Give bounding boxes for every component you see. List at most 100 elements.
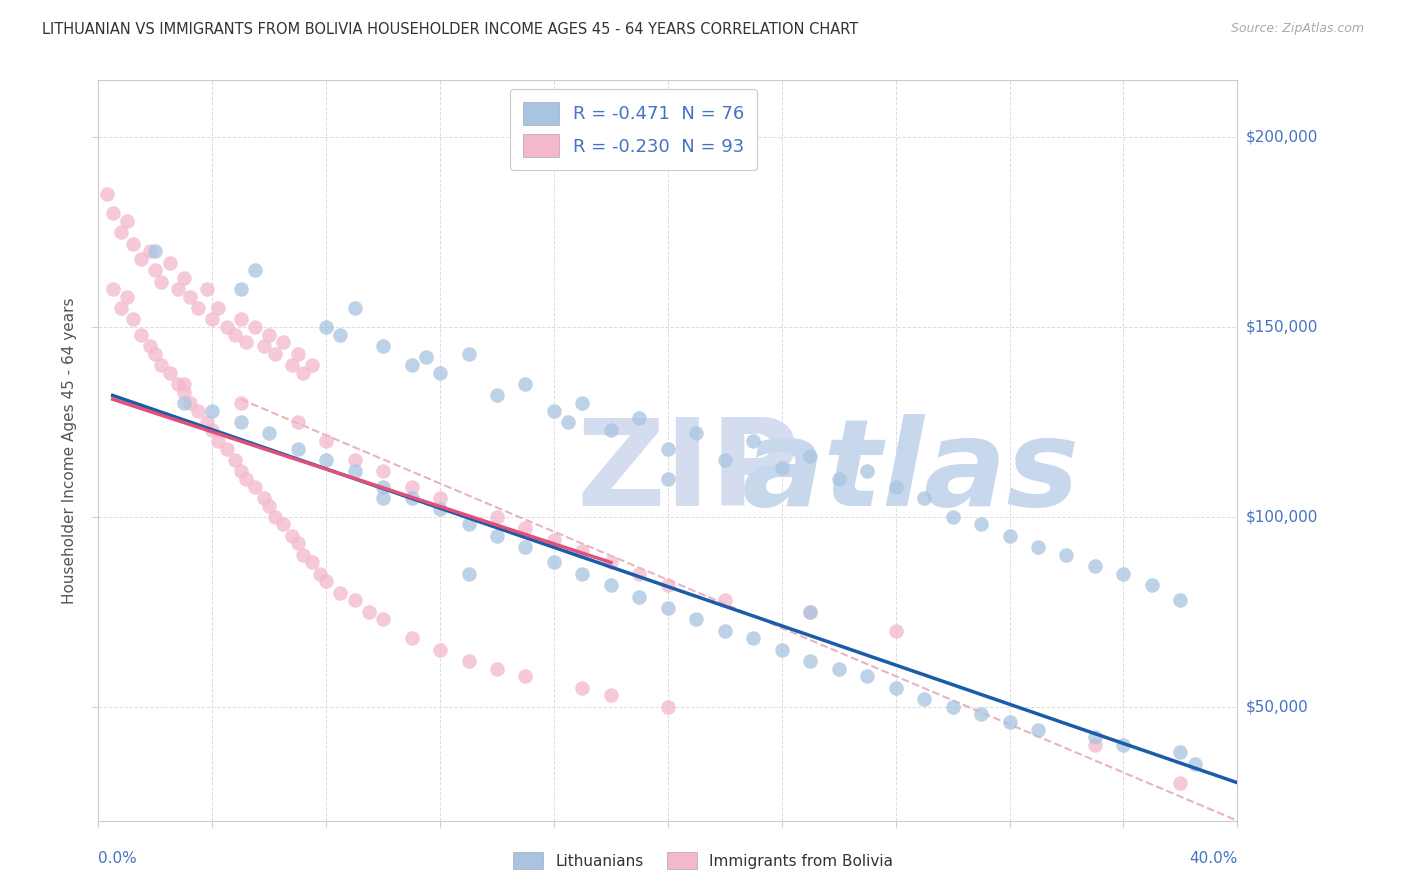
- Point: [770, 460, 793, 475]
- Point: [515, 541, 537, 555]
- Point: [138, 339, 160, 353]
- Point: [998, 529, 1021, 543]
- Point: [1026, 723, 1049, 737]
- Point: [201, 403, 224, 417]
- Point: [343, 464, 366, 478]
- Point: [571, 681, 593, 695]
- Point: [287, 442, 309, 456]
- Point: [145, 244, 167, 259]
- Point: [371, 479, 394, 493]
- Point: [543, 403, 565, 417]
- Point: [942, 509, 965, 524]
- Text: $200,000: $200,000: [1246, 129, 1317, 145]
- Point: [259, 426, 281, 441]
- Point: [1184, 756, 1206, 771]
- Point: [1084, 738, 1107, 752]
- Point: [742, 434, 765, 448]
- Point: [600, 689, 623, 703]
- Point: [371, 491, 394, 505]
- Text: LITHUANIAN VS IMMIGRANTS FROM BOLIVIA HOUSEHOLDER INCOME AGES 45 - 64 YEARS CORR: LITHUANIAN VS IMMIGRANTS FROM BOLIVIA HO…: [42, 22, 859, 37]
- Point: [486, 509, 509, 524]
- Point: [657, 578, 679, 592]
- Point: [1170, 745, 1192, 759]
- Point: [1170, 775, 1192, 789]
- Point: [195, 415, 218, 429]
- Point: [229, 396, 252, 410]
- Point: [207, 301, 229, 315]
- Point: [543, 556, 565, 570]
- Point: [264, 509, 287, 524]
- Point: [243, 263, 266, 277]
- Point: [571, 544, 593, 558]
- Point: [201, 312, 224, 326]
- Point: [429, 491, 451, 505]
- Point: [1084, 730, 1107, 744]
- Point: [167, 282, 190, 296]
- Point: [429, 502, 451, 516]
- Point: [224, 327, 246, 342]
- Point: [235, 335, 257, 350]
- Point: [357, 605, 380, 619]
- Point: [628, 566, 651, 581]
- Point: [742, 632, 765, 646]
- Point: [301, 358, 323, 372]
- Text: 0.0%: 0.0%: [98, 851, 138, 866]
- Point: [243, 320, 266, 334]
- Point: [415, 351, 437, 365]
- Point: [628, 590, 651, 604]
- Point: [912, 692, 935, 706]
- Point: [685, 612, 707, 626]
- Point: [195, 282, 218, 296]
- Legend: Lithuanians, Immigrants from Bolivia: Lithuanians, Immigrants from Bolivia: [506, 846, 900, 875]
- Point: [884, 681, 907, 695]
- Point: [343, 593, 366, 607]
- Point: [315, 320, 337, 334]
- Point: [1026, 541, 1049, 555]
- Point: [486, 529, 509, 543]
- Text: 40.0%: 40.0%: [1189, 851, 1237, 866]
- Point: [1170, 593, 1192, 607]
- Point: [179, 396, 201, 410]
- Point: [884, 479, 907, 493]
- Point: [167, 377, 190, 392]
- Point: [1056, 548, 1078, 562]
- Point: [343, 301, 366, 315]
- Point: [224, 453, 246, 467]
- Text: ZIP: ZIP: [576, 414, 800, 531]
- Point: [429, 642, 451, 657]
- Point: [371, 339, 394, 353]
- Point: [292, 548, 315, 562]
- Text: $100,000: $100,000: [1246, 509, 1317, 524]
- Point: [329, 327, 352, 342]
- Point: [912, 491, 935, 505]
- Point: [799, 605, 821, 619]
- Point: [457, 346, 479, 360]
- Point: [229, 464, 252, 478]
- Point: [828, 472, 851, 486]
- Point: [970, 707, 993, 722]
- Point: [457, 654, 479, 668]
- Point: [600, 423, 623, 437]
- Point: [129, 252, 152, 266]
- Point: [229, 282, 252, 296]
- Point: [110, 225, 132, 239]
- Point: [121, 236, 143, 251]
- Point: [998, 714, 1021, 729]
- Point: [799, 654, 821, 668]
- Point: [101, 282, 124, 296]
- Point: [457, 566, 479, 581]
- Point: [145, 263, 167, 277]
- Point: [145, 346, 167, 360]
- Point: [799, 449, 821, 463]
- Point: [884, 624, 907, 638]
- Point: [259, 327, 281, 342]
- Point: [121, 312, 143, 326]
- Point: [173, 377, 195, 392]
- Text: atlas: atlas: [742, 414, 1080, 531]
- Legend: R = -0.471  N = 76, R = -0.230  N = 93: R = -0.471 N = 76, R = -0.230 N = 93: [510, 89, 758, 170]
- Point: [215, 442, 238, 456]
- Point: [657, 601, 679, 615]
- Point: [856, 464, 879, 478]
- Point: [457, 517, 479, 532]
- Point: [429, 366, 451, 380]
